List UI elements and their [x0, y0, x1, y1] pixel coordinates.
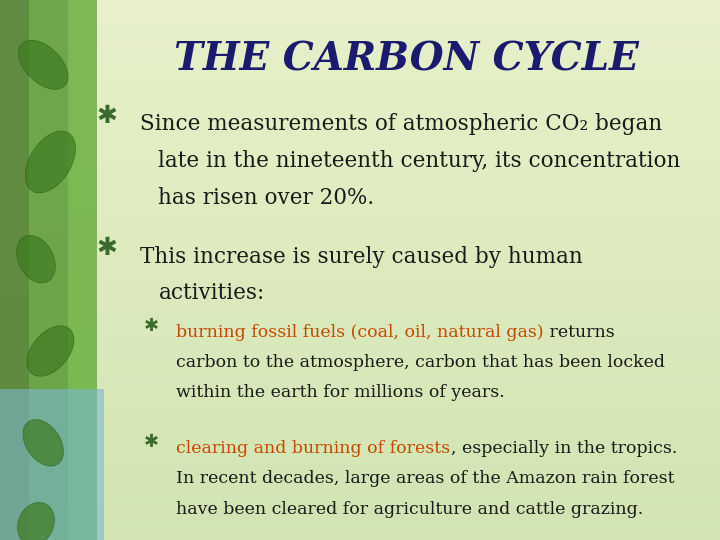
- Text: , especially in the tropics.: , especially in the tropics.: [451, 440, 677, 457]
- Ellipse shape: [27, 326, 74, 376]
- Text: burning fossil fuels (coal, oil, natural gas): burning fossil fuels (coal, oil, natural…: [176, 324, 544, 341]
- Text: late in the nineteenth century, its concentration: late in the nineteenth century, its conc…: [158, 150, 681, 172]
- Ellipse shape: [25, 131, 76, 193]
- Bar: [68, 0, 97, 540]
- Ellipse shape: [23, 420, 63, 466]
- Ellipse shape: [17, 235, 55, 283]
- Text: have been cleared for agriculture and cattle grazing.: have been cleared for agriculture and ca…: [176, 501, 644, 517]
- Text: ✱: ✱: [143, 433, 159, 451]
- Text: carbon to the atmosphere, carbon that has been locked: carbon to the atmosphere, carbon that ha…: [176, 354, 665, 371]
- Text: Since measurements of atmospheric CO₂ began: Since measurements of atmospheric CO₂ be…: [140, 113, 662, 136]
- Bar: [0, 0, 29, 540]
- Text: THE CARBON CYCLE: THE CARBON CYCLE: [174, 40, 639, 78]
- Text: This increase is surely caused by human: This increase is surely caused by human: [140, 246, 583, 268]
- Text: within the earth for millions of years.: within the earth for millions of years.: [176, 384, 505, 401]
- Text: ✱: ✱: [143, 316, 159, 335]
- Bar: [29, 0, 68, 540]
- Ellipse shape: [17, 502, 55, 540]
- Polygon shape: [0, 389, 104, 540]
- Text: activities:: activities:: [158, 282, 265, 305]
- Text: ✱: ✱: [96, 237, 117, 260]
- Text: returns: returns: [544, 324, 615, 341]
- Text: has risen over 20%.: has risen over 20%.: [158, 187, 374, 209]
- Ellipse shape: [18, 40, 68, 89]
- Text: ✱: ✱: [96, 104, 117, 128]
- Text: clearing and burning of forests: clearing and burning of forests: [176, 440, 451, 457]
- Text: In recent decades, large areas of the Amazon rain forest: In recent decades, large areas of the Am…: [176, 470, 675, 487]
